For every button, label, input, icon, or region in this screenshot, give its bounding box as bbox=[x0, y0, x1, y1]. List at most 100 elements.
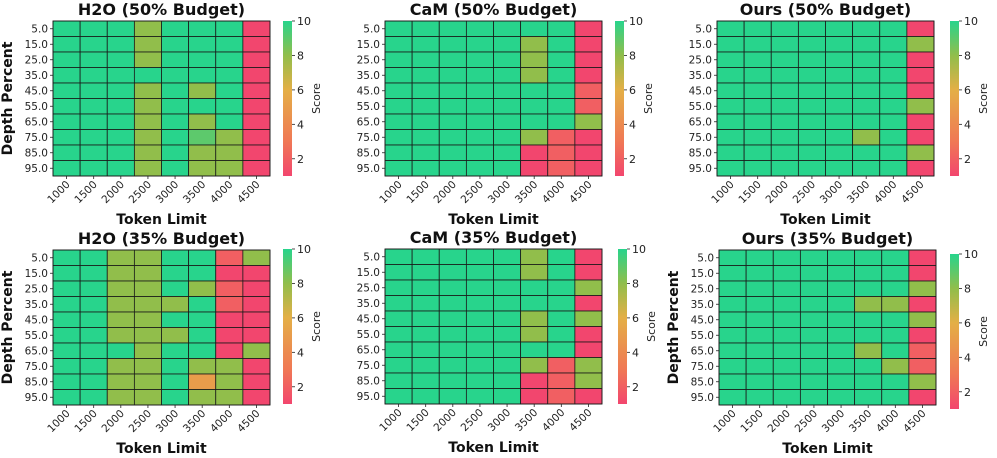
heatmap-cell bbox=[161, 20, 190, 37]
heatmap-cell bbox=[438, 295, 467, 312]
x-tick-label: 1500 bbox=[738, 408, 765, 435]
heatmap-cell bbox=[52, 280, 81, 297]
heatmap-cell bbox=[493, 113, 522, 130]
heatmap-cell bbox=[854, 327, 883, 344]
heatmap-cell bbox=[161, 342, 190, 359]
heatmap-cell bbox=[161, 265, 190, 282]
heatmap-cell bbox=[188, 342, 217, 359]
chart-title: H2O (35% Budget) bbox=[78, 229, 245, 248]
heatmap-cell bbox=[716, 36, 745, 53]
y-tick-label: 95.0 bbox=[357, 391, 380, 403]
heatmap-cell bbox=[161, 160, 190, 177]
y-tick-label: 25.0 bbox=[691, 283, 714, 295]
heatmap-cell bbox=[825, 67, 854, 84]
x-tick-label: 1000 bbox=[709, 179, 736, 206]
plot-frame bbox=[384, 20, 603, 177]
heatmap-cell bbox=[520, 248, 549, 265]
y-tick-label: 75.0 bbox=[357, 132, 380, 144]
heatmap-cell bbox=[384, 129, 413, 146]
heatmap-cell bbox=[215, 160, 244, 177]
y-tick-label: 25.0 bbox=[25, 283, 48, 295]
heatmap-cell bbox=[161, 98, 190, 115]
y-tick-label: 75.0 bbox=[689, 132, 712, 144]
heatmap-cell bbox=[493, 82, 522, 99]
heatmap-panel-6: Ours (35% Budget) 5.0 15.0 25.0 35.0 45.0 55.0… bbox=[666, 229, 990, 457]
heatmap-cell bbox=[908, 249, 937, 266]
colorbar-tick-label: 8 bbox=[632, 277, 639, 290]
y-tick-label: 45.0 bbox=[689, 85, 712, 97]
y-tick-label: 85.0 bbox=[25, 376, 48, 388]
heatmap-cell bbox=[384, 310, 413, 327]
heatmap-cell bbox=[438, 36, 467, 53]
heatmap-cell bbox=[772, 311, 801, 328]
heatmap-cell bbox=[493, 310, 522, 327]
heatmap-cell bbox=[852, 160, 881, 177]
heatmap-cell bbox=[718, 249, 747, 266]
heatmap-cell bbox=[574, 144, 603, 161]
heatmap-cell bbox=[520, 20, 549, 37]
y-axis-label: Depth Percent bbox=[666, 270, 682, 384]
chart-title: CaM (35% Budget) bbox=[410, 228, 578, 247]
heatmap-cell bbox=[215, 373, 244, 390]
heatmap-cell bbox=[908, 358, 937, 375]
heatmap-cell bbox=[133, 296, 162, 313]
colorbar-tick-label: 10 bbox=[964, 248, 978, 261]
colorbar-tick-label: 8 bbox=[629, 49, 636, 62]
x-tick-label: 1000 bbox=[45, 179, 72, 206]
heatmap-cell bbox=[493, 372, 522, 389]
heatmap-cell bbox=[547, 129, 576, 146]
heatmap-cell bbox=[215, 327, 244, 344]
heatmap-cell bbox=[52, 67, 81, 84]
heatmap-cell bbox=[716, 144, 745, 161]
x-tick-label: 2500 bbox=[791, 179, 818, 206]
heatmap-cell bbox=[547, 372, 576, 389]
heatmap-cell bbox=[52, 389, 81, 406]
heatmap-cell bbox=[881, 358, 910, 375]
heatmap-cell bbox=[79, 129, 108, 146]
heatmap-cell bbox=[133, 342, 162, 359]
heatmap-cell bbox=[772, 327, 801, 344]
x-tick-label: 2000 bbox=[100, 408, 127, 435]
heatmap-cell bbox=[215, 82, 244, 99]
heatmap-cell bbox=[215, 389, 244, 406]
heatmap-cell bbox=[493, 295, 522, 312]
x-tick-label: 3000 bbox=[154, 179, 181, 206]
x-tick-label: 1500 bbox=[404, 407, 431, 434]
heatmap-cell bbox=[79, 82, 108, 99]
heatmap-cell bbox=[215, 342, 244, 359]
heatmap-cell bbox=[716, 51, 745, 68]
heatmap-cell bbox=[161, 51, 190, 68]
colorbar bbox=[950, 21, 959, 176]
x-tick-label: 3500 bbox=[513, 179, 540, 206]
x-tick-label: 2000 bbox=[766, 408, 793, 435]
heatmap-panel-1: H2O (50% Budget) 5.0 15.0 25.0 35.0 45.0 55.0 6… bbox=[0, 0, 323, 228]
y-tick-label: 65.0 bbox=[357, 116, 380, 128]
heatmap-cell bbox=[879, 129, 908, 146]
y-tick-label: 5.0 bbox=[31, 252, 48, 264]
heatmap-cell bbox=[547, 310, 576, 327]
heatmap-cell bbox=[547, 67, 576, 84]
heatmap-cell bbox=[79, 113, 108, 130]
heatmap-cell bbox=[465, 295, 494, 312]
heatmap-cell bbox=[411, 295, 440, 312]
heatmap-cell bbox=[520, 372, 549, 389]
y-tick-label: 55.0 bbox=[357, 101, 380, 113]
heatmap-cell bbox=[852, 51, 881, 68]
colorbar-tick-label: 2 bbox=[964, 386, 971, 399]
heatmap-cell bbox=[242, 296, 271, 313]
heatmap-cell bbox=[770, 144, 799, 161]
y-tick-label: 75.0 bbox=[357, 360, 380, 372]
colorbar-tick-label: 4 bbox=[297, 118, 304, 131]
heatmap-cell bbox=[520, 279, 549, 296]
heatmap-cell bbox=[827, 342, 856, 359]
heatmap-cell bbox=[520, 388, 549, 405]
heatmap-cell bbox=[384, 341, 413, 358]
heatmap-cell bbox=[465, 248, 494, 265]
heatmap-cell bbox=[908, 296, 937, 313]
heatmap-cell bbox=[384, 372, 413, 389]
heatmap-cell bbox=[743, 51, 772, 68]
y-tick-label: 35.0 bbox=[357, 70, 380, 82]
heatmap-cell bbox=[411, 82, 440, 99]
y-tick-label: 5.0 bbox=[363, 251, 380, 263]
heatmap-cell bbox=[879, 98, 908, 115]
